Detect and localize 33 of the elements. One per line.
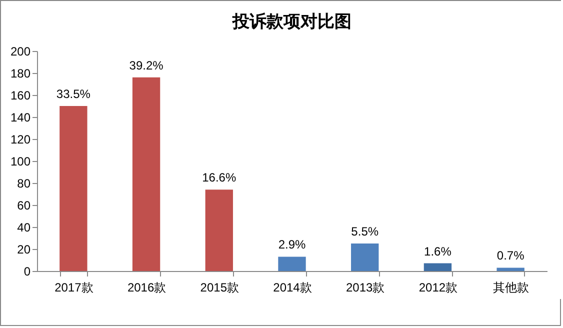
y-tick-label: 60 xyxy=(17,198,31,212)
annotation: 1.6% xyxy=(424,244,452,258)
x-tick-label: 其他款 xyxy=(493,280,530,294)
y-tick-label: 140 xyxy=(10,110,31,124)
annotation: 0.7% xyxy=(496,248,525,263)
y-tick-label: 20 xyxy=(17,242,31,256)
y-tick-label: 80 xyxy=(17,176,31,190)
bar xyxy=(60,106,88,271)
annotation: 2.9% xyxy=(278,238,306,252)
x-tick-label: 2013款 xyxy=(346,280,385,294)
bar xyxy=(278,256,306,271)
y-tick-label: 120 xyxy=(10,132,31,146)
x-tick-label: 2012款 xyxy=(418,280,458,294)
bar xyxy=(424,263,452,271)
x-tick-label: 2016款 xyxy=(127,280,166,294)
y-tick-label: 180 xyxy=(10,66,31,80)
x-tick-label: 2014款 xyxy=(273,280,312,294)
annotation: 5.5% xyxy=(351,224,379,238)
bar xyxy=(351,244,379,271)
y-tick-label: 40 xyxy=(17,220,31,234)
annotation: 39.2% xyxy=(129,58,164,72)
annotation: 33.5% xyxy=(56,87,91,101)
y-tick-label: 100 xyxy=(10,154,31,168)
y-tick-label: 0 xyxy=(24,264,31,278)
bar xyxy=(496,268,524,271)
chart-title: 投诉款项对比图 xyxy=(232,12,352,31)
x-tick-label: 2017款 xyxy=(54,280,94,294)
bar xyxy=(205,190,233,271)
x-tick-label: 2015款 xyxy=(200,280,239,294)
bar xyxy=(132,77,160,271)
y-tick-label: 160 xyxy=(10,88,31,102)
annotation: 16.6% xyxy=(202,170,236,185)
y-tick-label: 200 xyxy=(10,44,31,58)
